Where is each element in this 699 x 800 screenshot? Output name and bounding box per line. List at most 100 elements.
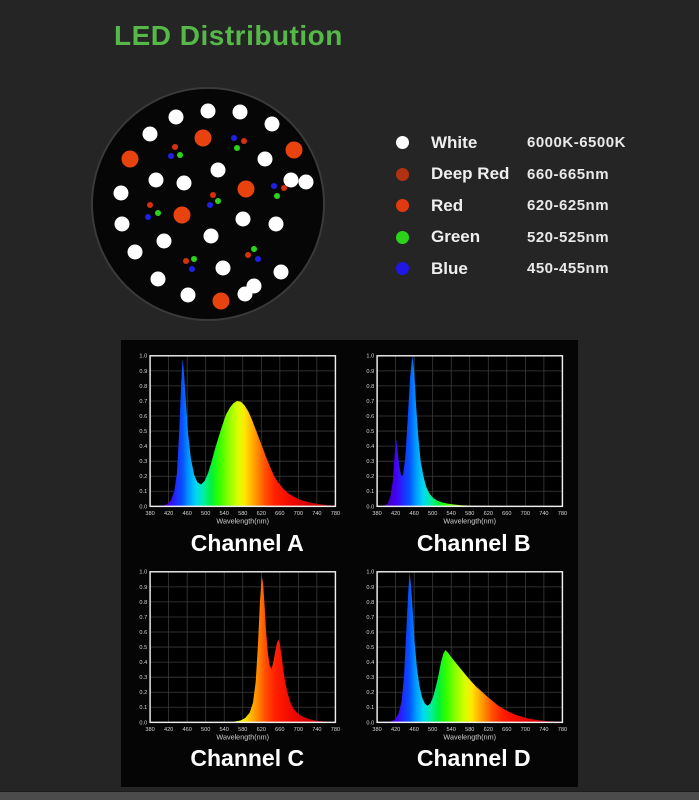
- svg-text:1.0: 1.0: [140, 354, 148, 360]
- white-led-dot: [142, 126, 158, 142]
- svg-text:380: 380: [372, 727, 381, 733]
- white-led-dot: [150, 271, 166, 287]
- legend-range: 6000K-6500K: [527, 134, 626, 152]
- channel-a-spectrum-chart: 1.0 0.9 0.8 0.7 0.6 0.5 0.4 0.3 0.2 0.1 0.0 380 420 4…: [125, 350, 347, 530]
- svg-text:500: 500: [428, 727, 437, 733]
- channel-d-cell: 1.0 0.9 0.8 0.7 0.6 0.5 0.4 0.3 0.2 0.1 0.0 380 420 4…: [350, 566, 577, 782]
- legend-row-deep-red: Deep Red 660-665nm: [396, 159, 686, 191]
- legend-row-red: Red 620-625nm: [396, 190, 686, 222]
- svg-text:0.5: 0.5: [366, 645, 374, 651]
- svg-text:0.7: 0.7: [140, 614, 148, 620]
- legend-row-blue: Blue 450-455nm: [396, 253, 686, 285]
- blue-led-dot: [207, 201, 214, 208]
- deep-red-led-dot: [183, 258, 190, 265]
- channel-b-title: Channel B: [416, 529, 531, 556]
- channel-d-title: Channel D: [416, 745, 531, 772]
- channel-a-cell: 1.0 0.9 0.8 0.7 0.6 0.5 0.4 0.3 0.2 0.1 0.0 380 420 4…: [123, 350, 350, 566]
- svg-text:0.9: 0.9: [140, 584, 148, 590]
- svg-text:1.0: 1.0: [366, 569, 374, 575]
- legend-label: Blue: [431, 258, 468, 278]
- svg-text:660: 660: [275, 727, 284, 733]
- svg-text:0.0: 0.0: [366, 504, 374, 510]
- white-led-dot: [210, 162, 226, 177]
- svg-text:0.3: 0.3: [140, 459, 148, 465]
- svg-text:540: 540: [220, 511, 229, 517]
- deep-red-led-dot: [241, 137, 248, 144]
- white-led-dot: [257, 151, 273, 167]
- svg-text:0.4: 0.4: [366, 660, 374, 666]
- red-led-dot: [173, 206, 191, 224]
- green-led-dot: [273, 193, 280, 200]
- svg-text:0.0: 0.0: [140, 720, 148, 726]
- led-array-diagram: [91, 87, 325, 321]
- svg-text:780: 780: [331, 727, 340, 733]
- channel-a-title: Channel A: [190, 529, 304, 556]
- white-led-dot: [237, 286, 253, 302]
- svg-text:0.7: 0.7: [140, 399, 148, 405]
- svg-text:660: 660: [502, 511, 511, 517]
- svg-text:420: 420: [391, 727, 400, 733]
- channel-b-spectrum-chart: 1.0 0.9 0.8 0.7 0.6 0.5 0.4 0.3 0.2 0.1 0.0 380 420 4…: [352, 350, 574, 530]
- svg-text:0.5: 0.5: [366, 429, 374, 435]
- svg-text:540: 540: [220, 727, 229, 733]
- white-led-dot: [203, 228, 219, 244]
- deep-red-led-dot: [171, 143, 178, 150]
- svg-text:500: 500: [428, 511, 437, 517]
- white-led-dot: [113, 185, 129, 201]
- legend-range: 660-665nm: [527, 165, 610, 183]
- led-legend: White 6000K-6500K Deep Red 660-665nm Red…: [396, 127, 686, 285]
- svg-text:0.2: 0.2: [366, 690, 374, 696]
- svg-text:0.3: 0.3: [140, 675, 148, 681]
- svg-text:0.9: 0.9: [140, 369, 148, 375]
- white-led-dot: [176, 175, 192, 191]
- svg-text:0.2: 0.2: [366, 474, 374, 480]
- legend-row-white: White 6000K-6500K: [396, 127, 686, 159]
- white-led-dot: [235, 211, 250, 227]
- legend-row-green: Green 520-525nm: [396, 222, 686, 254]
- red-led-dot: [285, 141, 303, 159]
- white-led-dot: [273, 264, 289, 280]
- page-title: LED Distribution: [114, 20, 343, 51]
- green-led-dot: [154, 209, 161, 216]
- white-led-dot: [298, 174, 314, 190]
- x-axis-label: Wavelength(nm): [443, 732, 496, 741]
- white-led-dot: [264, 116, 280, 131]
- svg-text:740: 740: [312, 727, 321, 733]
- blue-led-dot: [189, 265, 196, 272]
- svg-text:780: 780: [558, 727, 567, 733]
- svg-text:1.0: 1.0: [366, 354, 374, 360]
- svg-text:740: 740: [312, 511, 321, 517]
- svg-text:0.5: 0.5: [140, 645, 148, 651]
- svg-text:660: 660: [502, 727, 511, 733]
- svg-text:0.9: 0.9: [366, 584, 374, 590]
- svg-text:0.8: 0.8: [140, 599, 148, 605]
- svg-text:0.3: 0.3: [366, 459, 374, 465]
- svg-text:0.5: 0.5: [140, 429, 148, 435]
- white-led-dot: [127, 244, 143, 260]
- svg-text:1.0: 1.0: [140, 569, 148, 575]
- svg-text:500: 500: [201, 727, 210, 733]
- svg-text:620: 620: [257, 727, 266, 733]
- deep-red-color-dot: [396, 167, 409, 181]
- white-led-dot: [232, 104, 247, 120]
- svg-text:0.6: 0.6: [366, 414, 374, 420]
- x-axis-label: Wavelength(nm): [443, 517, 496, 526]
- blue-color-dot: [396, 262, 409, 276]
- white-color-dot: [396, 136, 409, 150]
- deep-red-led-dot: [280, 185, 287, 192]
- x-axis-label: Wavelength(nm): [217, 732, 270, 741]
- red-color-dot: [396, 199, 409, 213]
- channel-c-cell: 1.0 0.9 0.8 0.7 0.6 0.5 0.4 0.3 0.2 0.1 0.0 380 420 4…: [123, 566, 350, 782]
- svg-text:380: 380: [372, 511, 381, 517]
- legend-label: White: [431, 132, 478, 152]
- svg-text:0.6: 0.6: [366, 629, 374, 635]
- channel-d-spectrum-chart: 1.0 0.9 0.8 0.7 0.6 0.5 0.4 0.3 0.2 0.1 0.0 380 420 4…: [352, 566, 574, 746]
- legend-range: 520-525nm: [527, 228, 610, 246]
- svg-text:0.7: 0.7: [366, 614, 374, 620]
- svg-text:460: 460: [183, 511, 192, 517]
- svg-text:580: 580: [465, 511, 474, 517]
- blue-led-dot: [167, 152, 174, 159]
- green-led-dot: [177, 151, 184, 158]
- svg-text:0.6: 0.6: [140, 414, 148, 420]
